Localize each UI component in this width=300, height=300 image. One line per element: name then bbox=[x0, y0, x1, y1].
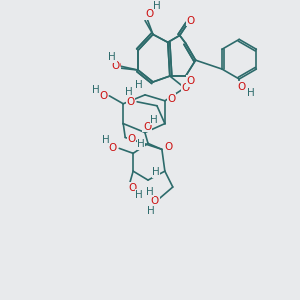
Text: O: O bbox=[111, 61, 119, 71]
Text: O: O bbox=[145, 9, 153, 19]
Text: H: H bbox=[109, 53, 116, 63]
Text: O: O bbox=[165, 142, 173, 152]
Text: O: O bbox=[99, 91, 107, 101]
Text: O: O bbox=[143, 122, 151, 132]
Text: O: O bbox=[237, 82, 245, 92]
Text: H: H bbox=[153, 2, 161, 12]
Text: H: H bbox=[152, 167, 160, 177]
Text: O: O bbox=[127, 134, 135, 145]
Text: O: O bbox=[187, 16, 195, 26]
Text: H: H bbox=[146, 187, 154, 197]
Text: O: O bbox=[151, 196, 159, 206]
Text: O: O bbox=[168, 94, 176, 104]
Text: O: O bbox=[112, 61, 120, 71]
Text: H: H bbox=[125, 87, 133, 97]
Text: O: O bbox=[182, 83, 190, 93]
Text: H: H bbox=[153, 1, 161, 11]
Text: O: O bbox=[126, 97, 134, 107]
Text: H: H bbox=[101, 135, 109, 146]
Text: H: H bbox=[109, 52, 116, 62]
Text: H: H bbox=[147, 206, 155, 216]
Text: H: H bbox=[92, 85, 99, 95]
Text: H: H bbox=[135, 190, 143, 200]
Text: H: H bbox=[135, 80, 143, 90]
Text: O: O bbox=[108, 143, 116, 153]
Text: H: H bbox=[137, 140, 145, 149]
Text: O: O bbox=[187, 76, 195, 86]
Text: O: O bbox=[145, 10, 153, 20]
Text: H: H bbox=[150, 115, 158, 124]
Text: O: O bbox=[128, 183, 136, 193]
Text: H: H bbox=[247, 88, 255, 98]
